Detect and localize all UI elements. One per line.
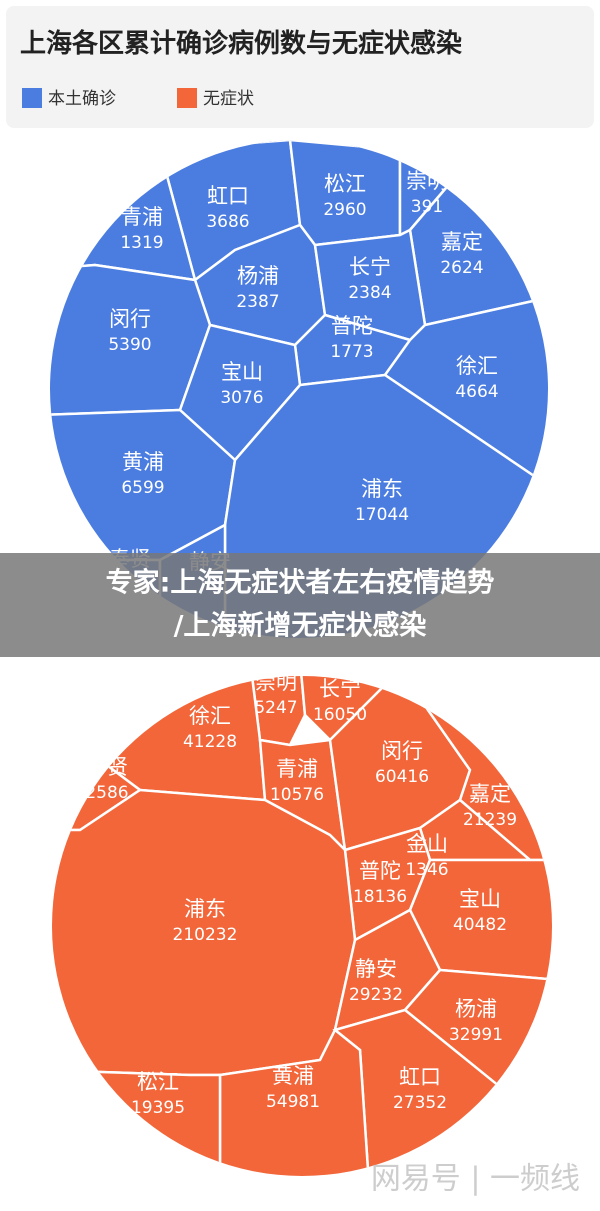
cell — [50, 140, 197, 282]
cell-label: 奉贤 — [86, 755, 128, 779]
cell-label: 宝山 — [221, 360, 263, 384]
cell-value: 3686 — [206, 212, 249, 232]
cell-value: 41228 — [183, 732, 237, 752]
cell-value: 2387 — [236, 292, 279, 312]
cell-value: 32991 — [449, 1025, 503, 1045]
cell-label: 浦东 — [361, 477, 403, 501]
cell-value: 6599 — [121, 478, 164, 498]
legend-label: 无症状 — [203, 89, 254, 109]
cell-value: 18136 — [353, 887, 407, 907]
cell-label: 长宁 — [319, 677, 361, 701]
cell-label: 崇明 — [255, 670, 297, 694]
cell-label: 虹口 — [207, 184, 249, 208]
cell-label: 青浦 — [121, 205, 163, 229]
legend-swatch — [177, 88, 197, 108]
cell-value: 4664 — [455, 382, 498, 402]
cell — [218, 1028, 372, 1176]
cell-label: 普陀 — [331, 314, 373, 338]
cell-label: 青浦 — [276, 757, 318, 781]
cell-label: 崇明 — [406, 169, 448, 193]
cell-value: 210232 — [173, 925, 238, 945]
cell-value: 29232 — [349, 985, 403, 1005]
cell-label: 松江 — [324, 172, 366, 196]
cell-value: 2960 — [323, 200, 366, 220]
cell-label: 闵行 — [109, 307, 151, 331]
cell-label: 嘉定 — [441, 230, 483, 254]
treemap-labels: 崇明 5247 长宁 16050 徐汇 41228 奉贤 2586 青浦 10576 闵行 60416… — [85, 670, 517, 1118]
header-card — [6, 6, 594, 128]
cell-value: 40482 — [453, 915, 507, 935]
cell-label: 闵行 — [381, 739, 423, 763]
cell-value: 21239 — [463, 810, 517, 830]
cell-label: 徐汇 — [189, 704, 231, 728]
cell-value: 1773 — [330, 342, 373, 362]
plot-area: 虹口 3686 松江 2960 崇明 391 青浦 1319 嘉定 2624 杨浦 2387 长宁 238… — [50, 140, 552, 1176]
cell-value: 391 — [411, 197, 443, 217]
cell-label: 浦东 — [184, 897, 226, 921]
legend-swatch — [22, 88, 42, 108]
cell-label: 静安 — [355, 957, 397, 981]
cell-value: 5390 — [108, 335, 151, 355]
cell-value: 27352 — [393, 1093, 447, 1113]
cell-label: 虹口 — [399, 1065, 441, 1089]
cell-label: 松江 — [137, 1070, 179, 1094]
cell-label: 宝山 — [459, 887, 501, 911]
banner-line: /上海新增无症状感染 — [174, 610, 427, 642]
legend-label: 本土确诊 — [48, 89, 116, 109]
treemap-labels: 虹口 3686 松江 2960 崇明 391 青浦 1319 嘉定 2624 杨浦 2387 长宁 238… — [108, 169, 498, 574]
banner-line: 专家:上海无症状者左右疫情趋势 — [106, 567, 495, 599]
watermark: 网易号 | 一频线 — [371, 1162, 580, 1197]
cell-value: 2624 — [440, 258, 483, 278]
cell-label: 嘉定 — [469, 782, 511, 806]
cell-label: 普陀 — [359, 859, 401, 883]
treemap — [52, 676, 552, 1176]
cell — [52, 1068, 222, 1176]
cell-label: 杨浦 — [455, 997, 497, 1021]
cell-value: 19395 — [131, 1098, 185, 1118]
cell-value: 10576 — [270, 785, 324, 805]
cell-value: 5247 — [254, 698, 297, 718]
cell-label: 杨浦 — [237, 264, 279, 288]
cell-value: 2384 — [348, 283, 391, 303]
cell — [383, 293, 548, 482]
cell-label: 金山 — [406, 832, 448, 856]
cell-label: 徐汇 — [456, 354, 498, 378]
chart-title: 上海各区累计确诊病例数与无症状感染 — [20, 28, 462, 59]
cell-value: 1319 — [120, 233, 163, 253]
cell-value: 60416 — [375, 767, 429, 787]
cell-value: 54981 — [266, 1092, 320, 1112]
banner — [0, 553, 600, 657]
cell-value: 16050 — [313, 705, 367, 725]
cell-label: 黄浦 — [122, 450, 164, 474]
cell-label: 黄浦 — [272, 1064, 314, 1088]
cell-value: 2586 — [85, 783, 128, 803]
cell-value: 1346 — [405, 860, 448, 880]
cell-value: 3076 — [220, 388, 263, 408]
cell-value: 17044 — [355, 505, 409, 525]
cell-label: 长宁 — [349, 255, 391, 279]
